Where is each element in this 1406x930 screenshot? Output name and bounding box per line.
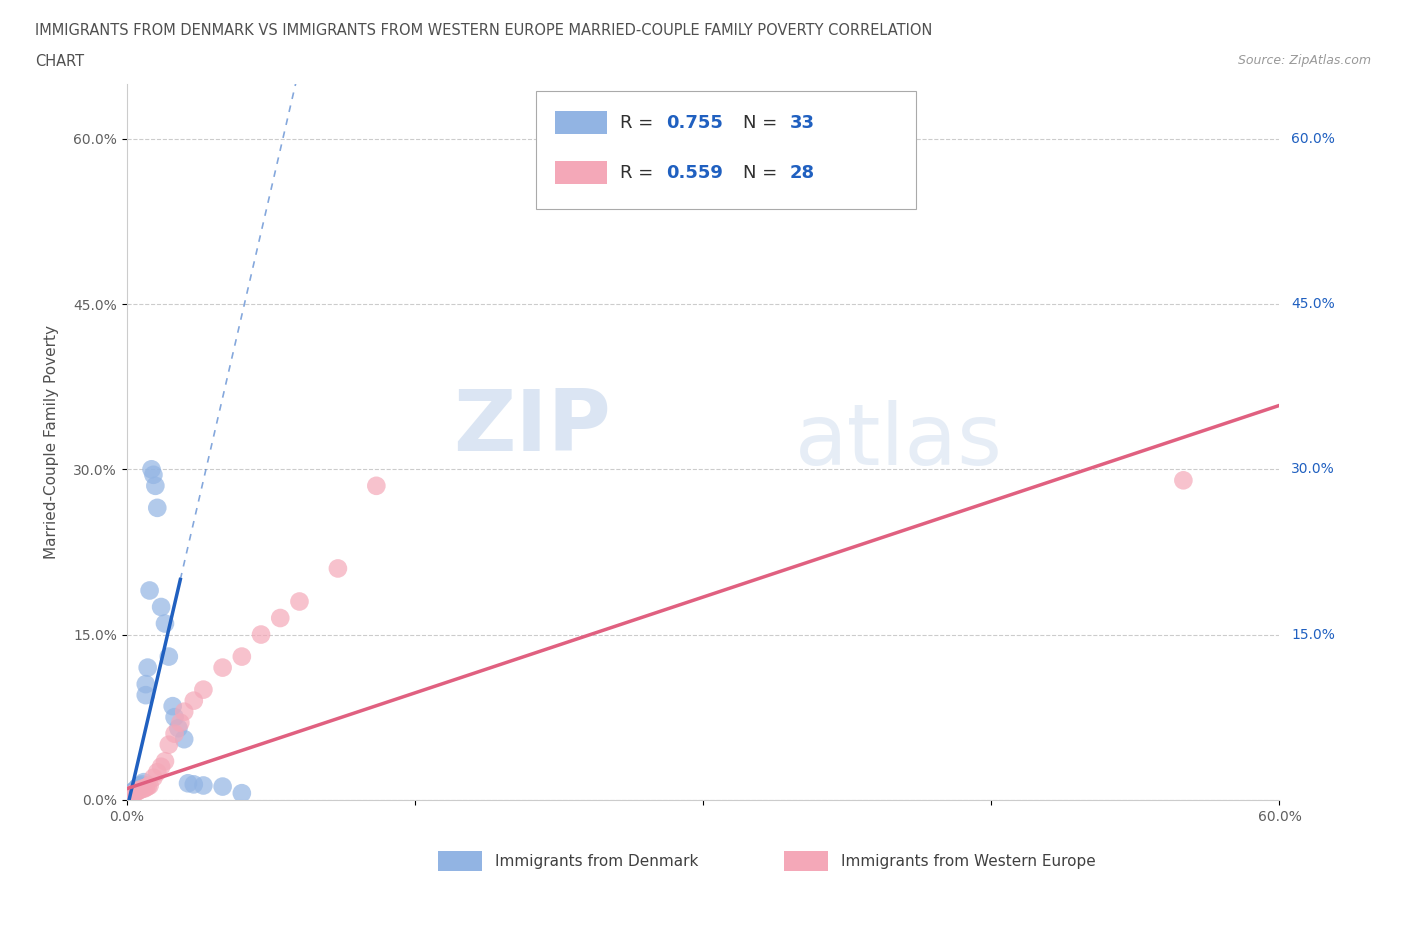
Point [193,683,215,698]
Text: 15.0%: 15.0% [1291,628,1334,642]
Point [131,777,153,791]
Point [173,704,195,719]
Text: 45.0%: 45.0% [1291,297,1334,311]
Point [120,787,142,802]
Point [153,616,176,631]
Point [1173,472,1195,487]
Text: Immigrants from Western Europe: Immigrants from Western Europe [841,854,1097,869]
Point [121,786,143,801]
Point [138,778,160,793]
Point [125,782,148,797]
Point [135,687,157,702]
Point [157,649,180,664]
Text: N =: N = [744,114,783,132]
Point [366,478,388,493]
Point [231,649,253,664]
Point [183,693,205,708]
Point [150,759,173,774]
Point [132,775,155,790]
Point [142,468,165,483]
Text: 33: 33 [789,114,814,132]
Point [141,462,163,477]
FancyBboxPatch shape [555,111,607,134]
Point [231,786,253,801]
Point [150,600,173,615]
Point [145,478,166,493]
Point [146,500,169,515]
Point [183,777,205,791]
Point [138,583,160,598]
Text: IMMIGRANTS FROM DENMARK VS IMMIGRANTS FROM WESTERN EUROPE MARRIED-COUPLE FAMILY : IMMIGRANTS FROM DENMARK VS IMMIGRANTS FR… [35,23,932,38]
Text: 30.0%: 30.0% [1291,462,1334,476]
Point [269,611,291,626]
Point [131,781,153,796]
Text: Source: ZipAtlas.com: Source: ZipAtlas.com [1237,54,1371,67]
Point [136,660,159,675]
Text: 60.0%: 60.0% [1291,132,1334,146]
Point [177,776,200,790]
Text: 0.559: 0.559 [666,165,723,182]
Point [167,721,190,736]
Point [326,561,349,576]
Point [122,786,145,801]
Point [163,726,186,741]
Point [121,787,143,802]
Point [211,779,233,794]
Point [136,779,159,794]
Text: R =: R = [620,165,659,182]
Point [135,677,157,692]
Point [146,764,169,779]
Point [142,770,165,785]
Point [250,627,273,642]
Point [122,784,145,799]
Text: atlas: atlas [796,400,1004,484]
Point [163,710,186,724]
FancyBboxPatch shape [536,91,917,209]
Y-axis label: Married-Couple Family Poverty: Married-Couple Family Poverty [44,325,59,559]
Point [157,737,180,752]
FancyBboxPatch shape [783,851,828,871]
Point [135,780,157,795]
FancyBboxPatch shape [437,851,482,871]
Text: Immigrants from Denmark: Immigrants from Denmark [495,854,699,869]
Text: ZIP: ZIP [453,386,610,469]
Point [211,660,233,675]
Point [173,732,195,747]
Point [169,715,191,730]
Point [121,785,143,800]
Point [153,754,176,769]
Text: R =: R = [620,114,659,132]
Text: 28: 28 [789,165,814,182]
Text: CHART: CHART [35,54,84,69]
Point [122,784,145,799]
Point [125,781,148,796]
Point [288,594,311,609]
Point [129,782,152,797]
Point [132,781,155,796]
Text: N =: N = [744,165,783,182]
Point [127,779,149,794]
Point [129,779,152,794]
Point [193,778,215,793]
Point [125,785,148,800]
Point [129,778,152,793]
Point [127,784,149,799]
FancyBboxPatch shape [555,161,607,184]
Point [127,780,149,795]
Point [162,698,184,713]
Text: 0.755: 0.755 [666,114,723,132]
